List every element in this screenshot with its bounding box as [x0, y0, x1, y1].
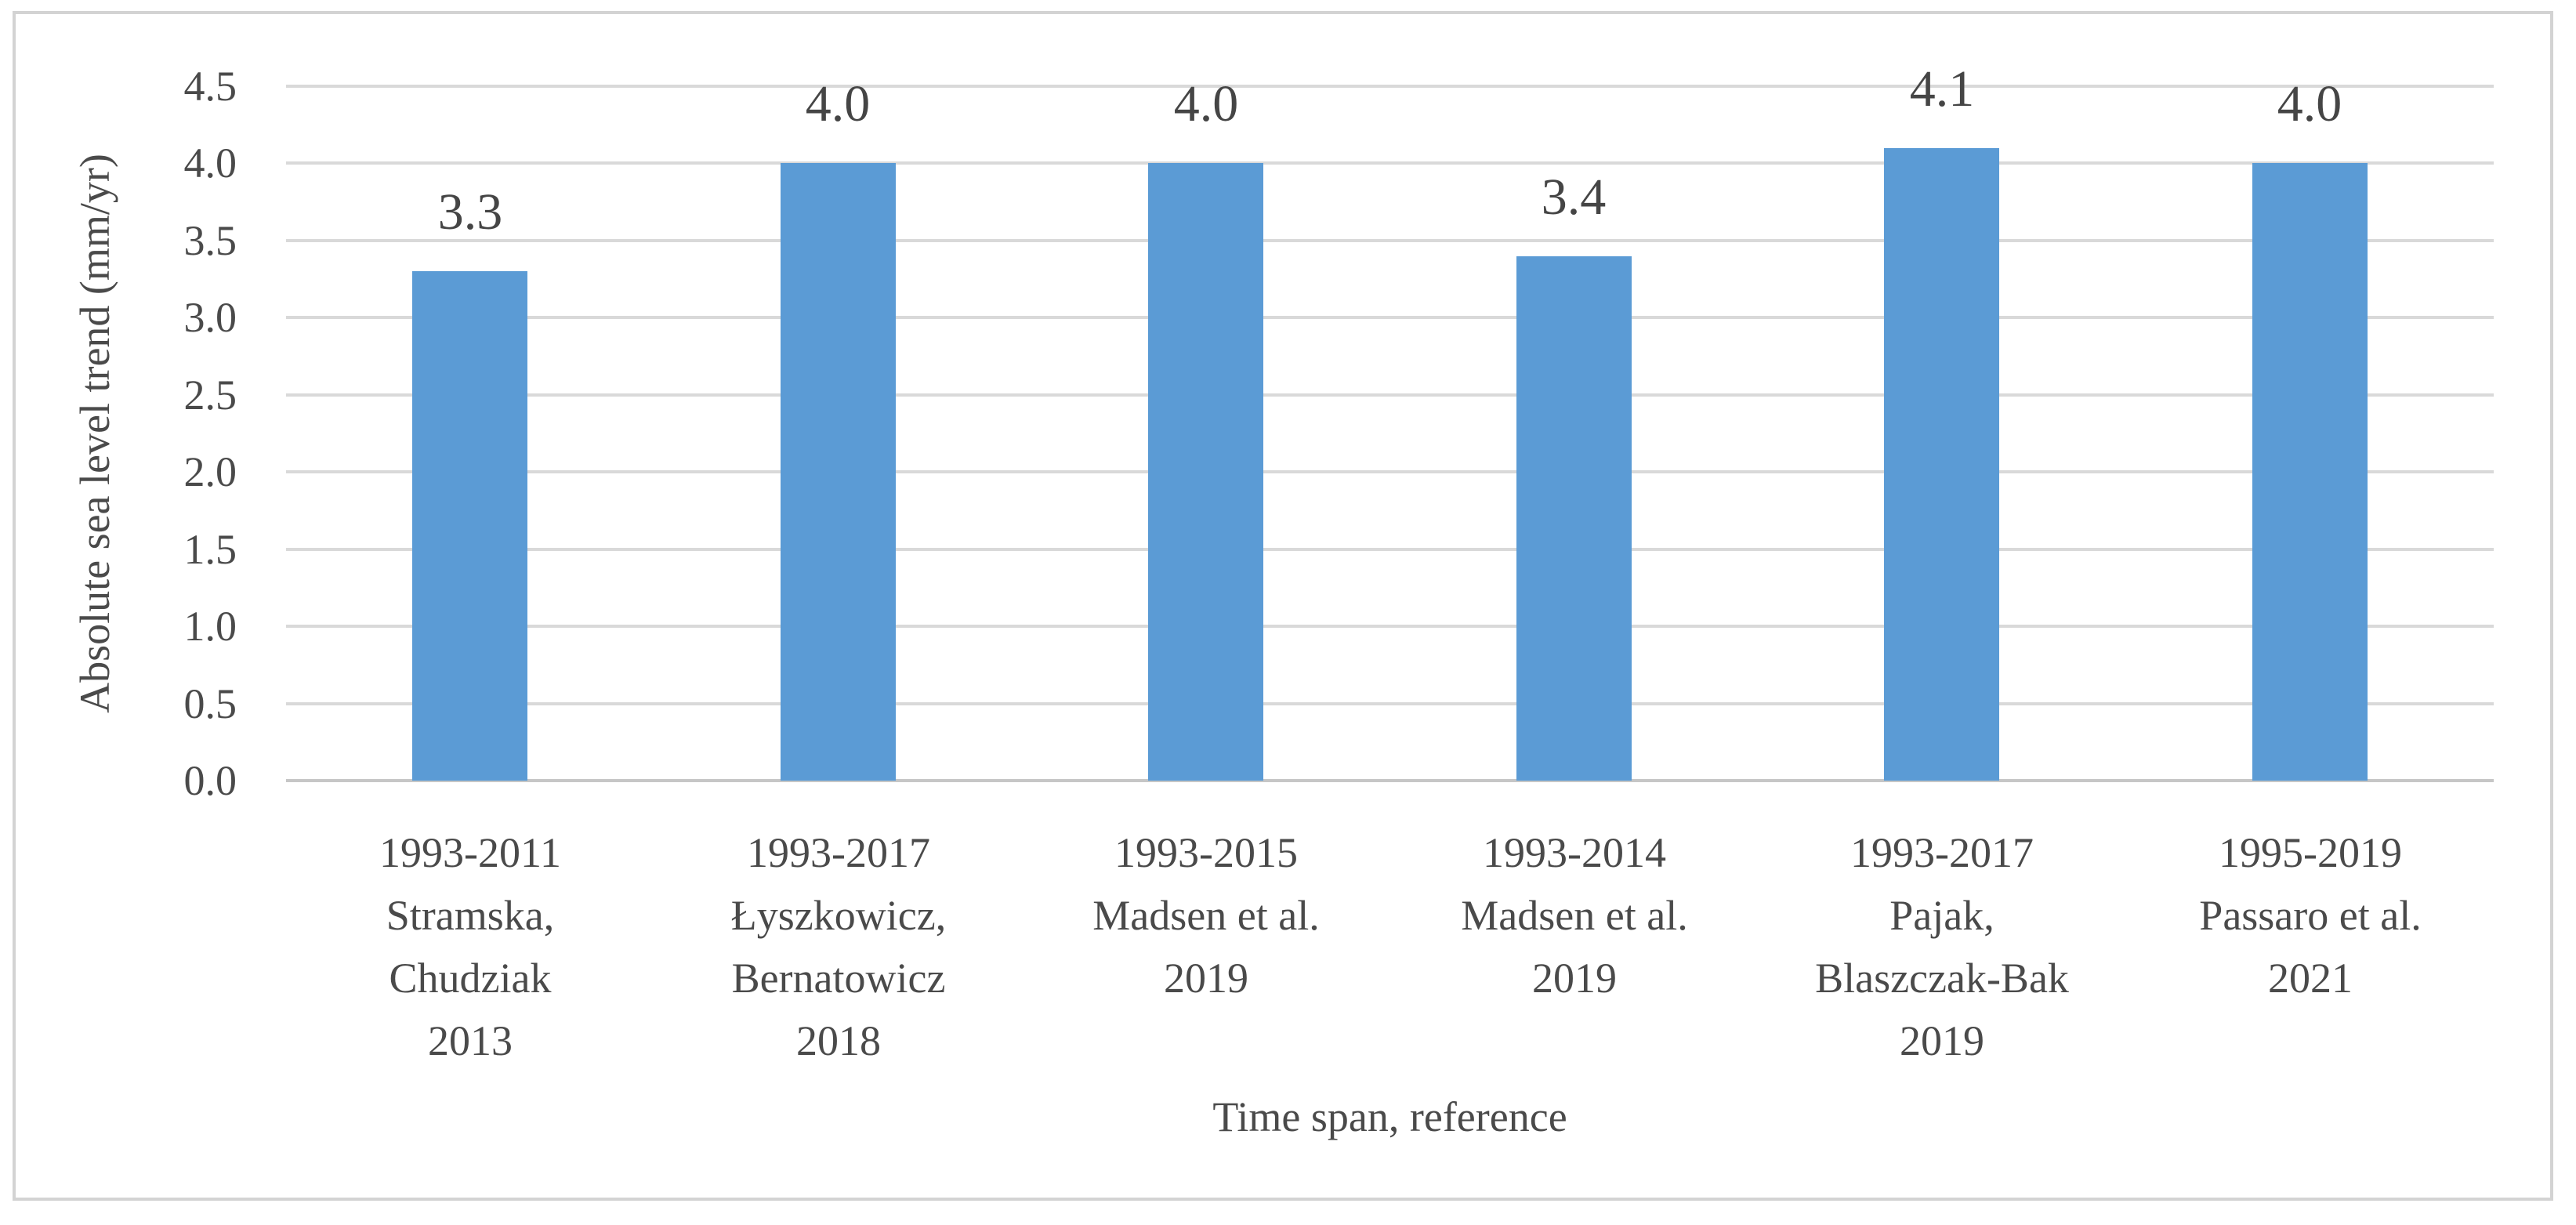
- bar-value-label: 3.3: [437, 183, 503, 241]
- gridline: [286, 625, 2494, 628]
- x-axis-category-label: 1993-2015 Madsen et al. 2019: [1092, 829, 1320, 1002]
- bar-value-label: 3.4: [1541, 169, 1607, 226]
- bar-value-label: 4.0: [1173, 75, 1239, 132]
- x-axis-category-label: 1995-2019 Passaro et al. 2021: [2199, 829, 2422, 1002]
- x-axis-category-label: 1993-2017 Łyszkowicz, Bernatowicz 2018: [730, 829, 947, 1064]
- x-axis-category-label: 1993-2017 Pajak, Blaszczak-Bak 2019: [1815, 829, 2069, 1064]
- y-axis-tick-label: 4.0: [183, 140, 237, 187]
- y-axis-tick-label: 4.5: [183, 63, 237, 110]
- gridline: [286, 470, 2494, 473]
- bar: [781, 163, 896, 781]
- bar: [1516, 256, 1632, 781]
- y-axis-tick-label: 0.5: [183, 680, 237, 727]
- gridline: [286, 702, 2494, 705]
- gridline: [286, 316, 2494, 319]
- gridline: [286, 239, 2494, 242]
- y-axis-tick-label: 0.0: [183, 757, 237, 804]
- y-axis-tick-labels: 4.5 4.0 3.5 3.0 2.5 2.0 1.5 1.0 0.5 0.0: [0, 65, 237, 802]
- plot-area: 3.3 4.0 4.0 3.4 4.1 4.0: [286, 63, 2494, 782]
- x-axis-title: Time span, reference: [1212, 1093, 1567, 1140]
- gridline: [286, 161, 2494, 165]
- bar: [2252, 163, 2368, 781]
- x-axis-category-label: 1993-2011 Stramska, Chudziak 2013: [379, 829, 561, 1064]
- bar: [412, 271, 527, 781]
- gridline: [286, 393, 2494, 397]
- y-axis-tick-label: 1.5: [183, 526, 237, 573]
- y-axis-tick-label: 2.5: [183, 371, 237, 419]
- y-axis-tick-label: 1.0: [183, 603, 237, 650]
- bar-value-label: 4.1: [1909, 60, 1975, 118]
- y-axis-tick-label: 3.5: [183, 217, 237, 264]
- bar-value-label: 4.0: [2277, 75, 2342, 132]
- bar-value-label: 4.0: [805, 75, 871, 132]
- y-axis-tick-label: 3.0: [183, 294, 237, 341]
- gridline: [286, 548, 2494, 551]
- y-axis-tick-label: 2.0: [183, 448, 237, 495]
- x-axis-category-label: 1993-2014 Madsen et al. 2019: [1461, 829, 1688, 1002]
- bar: [1884, 148, 1999, 781]
- bar: [1148, 163, 1263, 781]
- x-axis-line: [286, 779, 2494, 782]
- gridline: [286, 85, 2494, 88]
